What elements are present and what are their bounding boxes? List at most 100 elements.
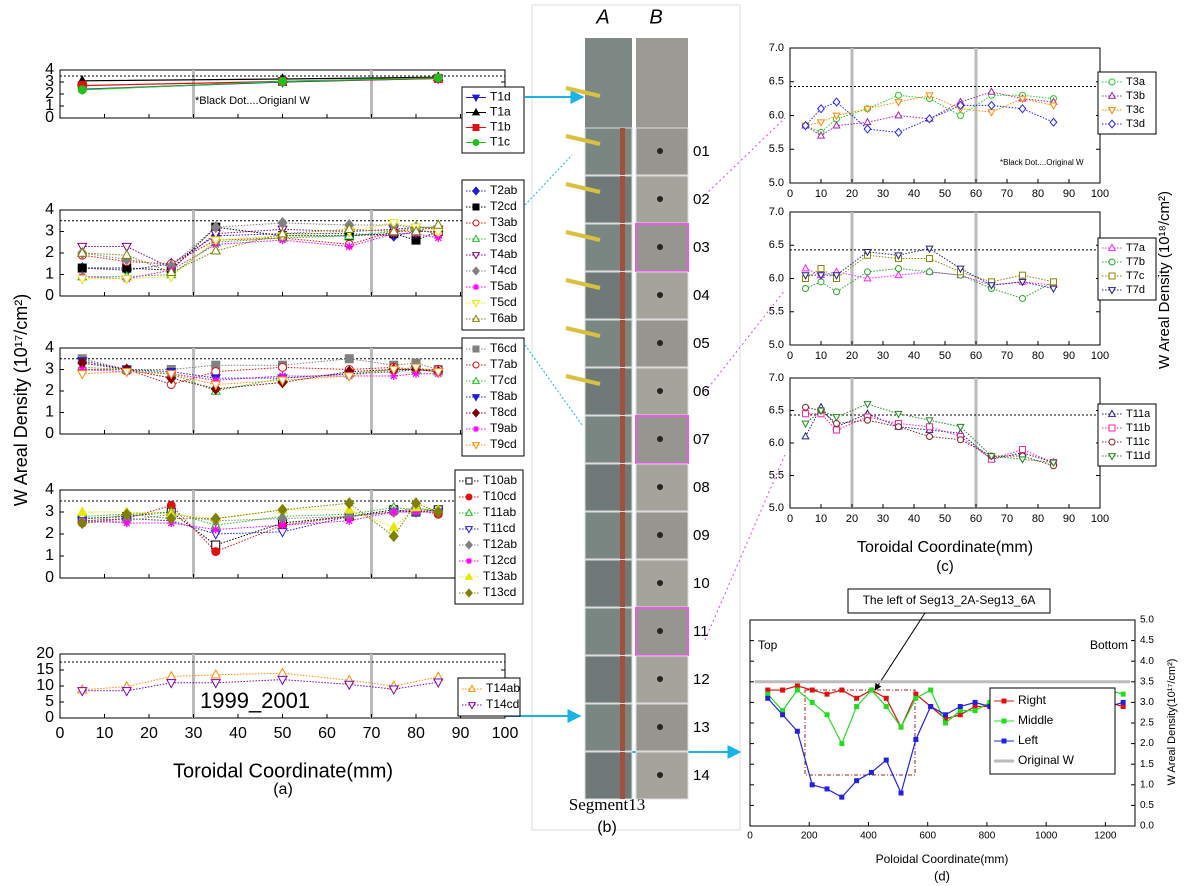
marker [277, 503, 288, 516]
y-tick-label: 0 [45, 709, 54, 726]
legend-label: T7cd [490, 373, 517, 387]
marker [894, 270, 903, 279]
y-tick-label: 15 [36, 661, 54, 678]
legend-label: T4cd [490, 263, 517, 277]
marker [433, 73, 443, 83]
marker [345, 242, 354, 251]
x-tick-label: 100 [1091, 188, 1109, 200]
marker [824, 786, 830, 792]
marker [166, 670, 177, 681]
legend-box [454, 469, 524, 605]
marker [465, 477, 473, 485]
y-tick-label: 3 [45, 223, 54, 240]
marker [473, 284, 479, 290]
marker [863, 105, 872, 114]
x-tick-label: 0 [56, 725, 65, 742]
y-tick-label: 6.0 [769, 109, 784, 121]
marker [277, 667, 288, 677]
x-tick-label: 10 [815, 188, 827, 200]
x-tick-label: 50 [939, 513, 951, 525]
marker [1001, 698, 1007, 704]
x-tick-label: 90 [1063, 188, 1075, 200]
y-tick-label: 1.5 [1140, 759, 1154, 770]
x-tick-label: 30 [877, 188, 889, 200]
x-axis-label: Poloidal Coordinate(mm) [876, 852, 1009, 866]
x-tick-label: 0 [787, 513, 793, 525]
legend-label: T7d [1126, 284, 1145, 296]
legend-label: T4ab [490, 247, 518, 261]
photo-mark [565, 134, 601, 146]
marker [166, 266, 177, 277]
marker [854, 778, 860, 784]
connector [524, 344, 583, 426]
series-line [805, 248, 1054, 289]
row-label: 01 [693, 143, 710, 160]
photo-stripe [620, 656, 625, 703]
marker [389, 508, 398, 516]
marker [942, 712, 948, 718]
marker [801, 120, 810, 131]
series-line [82, 672, 439, 691]
marker [794, 687, 800, 693]
y-tick-label: 0 [45, 287, 54, 304]
marker [467, 702, 477, 710]
marker [925, 417, 934, 425]
y-tick-label: 4.0 [1140, 656, 1154, 667]
marker [344, 354, 354, 364]
legend-label: T11c [1126, 436, 1150, 448]
y-tick-label: 4 [45, 481, 54, 498]
y-tick-label: 5.5 [769, 143, 784, 155]
x-tick-label: 30 [185, 725, 203, 742]
legend-label: T11d [1126, 450, 1150, 462]
marker [278, 371, 287, 380]
row-label: 10 [693, 575, 710, 592]
y-tick-label: 4 [45, 61, 54, 78]
series-line [82, 226, 439, 271]
legend-label: T12ab [483, 537, 517, 551]
legend-box [1097, 237, 1157, 301]
y-tick-label: 20 [36, 645, 54, 662]
marker [972, 704, 978, 710]
x-tick-label: 50 [274, 725, 292, 742]
marker [77, 506, 88, 516]
y-tick-label: 1 [45, 404, 54, 421]
marker [412, 369, 420, 378]
x-tick-label: 80 [1032, 188, 1044, 200]
marker [898, 790, 904, 796]
marker [277, 675, 288, 686]
x-tick-label: 100 [1091, 513, 1109, 525]
y-tick-label: 7.0 [769, 372, 784, 384]
x-tick-label: 40 [229, 725, 247, 742]
x-tick-label: 50 [939, 188, 951, 200]
marker [121, 508, 132, 521]
marker [472, 139, 480, 146]
marker [77, 370, 88, 380]
marker [802, 284, 809, 292]
connectors [505, 90, 1051, 776]
x-tick-label: 1200 [1094, 831, 1117, 842]
legend-box [1097, 71, 1157, 135]
marker [472, 186, 480, 196]
marker [801, 272, 810, 280]
marker [1018, 278, 1027, 287]
marker [388, 219, 399, 229]
x-axis-label: Toroidal Coordinate(mm) [857, 539, 1033, 556]
marker [883, 757, 889, 763]
series-line [82, 366, 439, 392]
marker [471, 234, 481, 242]
photo-dot [657, 484, 663, 490]
marker [957, 704, 963, 710]
y-tick-label: 2 [45, 525, 54, 542]
connector [704, 454, 786, 641]
marker [465, 588, 473, 598]
marker [433, 219, 444, 229]
series-line [805, 406, 1054, 467]
marker [472, 219, 480, 227]
marker [1049, 285, 1058, 294]
marker [894, 110, 903, 119]
marker [1019, 271, 1026, 279]
marker [77, 85, 87, 95]
marker [863, 273, 872, 282]
marker [388, 530, 399, 543]
